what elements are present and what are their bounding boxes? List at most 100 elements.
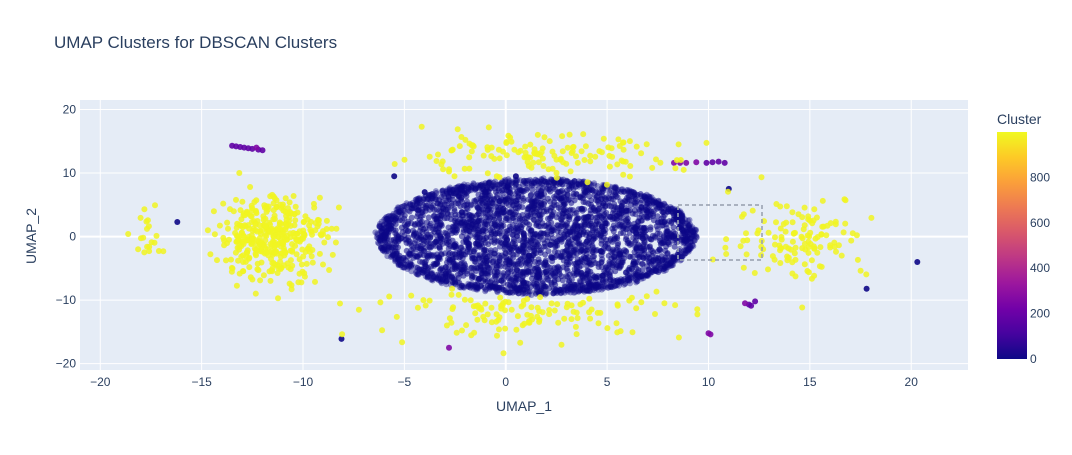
scatter-point — [497, 221, 504, 228]
scatter-point — [690, 233, 697, 239]
scatter-point — [532, 179, 539, 186]
scatter-point — [388, 244, 395, 251]
scatter-point — [863, 285, 870, 292]
scatter-point — [387, 241, 394, 247]
scatter-point — [500, 350, 507, 357]
scatter-point — [592, 281, 599, 288]
scatter-point — [669, 253, 675, 260]
scatter-point — [596, 280, 603, 287]
scatter-point — [426, 192, 433, 199]
scatter-point — [833, 248, 839, 255]
scatter-point — [320, 261, 326, 268]
scatter-point — [508, 180, 515, 187]
scatter-point — [687, 226, 694, 233]
scatter-point — [577, 286, 584, 293]
scatter-point — [447, 189, 454, 196]
scatter-point — [624, 277, 631, 284]
scatter-point — [565, 287, 572, 294]
scatter-point — [522, 290, 529, 297]
scatter-point — [558, 176, 565, 183]
scatter-point — [615, 282, 622, 289]
scatter-point — [655, 199, 662, 205]
scatter-point — [664, 264, 671, 271]
scatter-point — [410, 254, 417, 261]
scatter-point — [442, 275, 449, 281]
scatter-point — [478, 283, 484, 290]
scatter-point — [614, 161, 621, 168]
scatter-point — [505, 179, 512, 186]
scatter-point — [386, 244, 393, 251]
scatter-point — [337, 300, 343, 307]
scatter-point — [430, 261, 437, 267]
scatter-point — [403, 202, 410, 209]
scatter-point — [428, 271, 435, 278]
scatter-point — [484, 272, 491, 279]
scatter-point — [404, 220, 411, 227]
scatter-point — [546, 185, 553, 192]
scatter-point — [744, 237, 751, 244]
scatter-point — [645, 270, 652, 277]
colorbar-tick-label: 0 — [1030, 352, 1037, 366]
scatter-point — [408, 261, 415, 268]
scatter-point — [681, 234, 688, 241]
scatter-point — [554, 228, 561, 235]
scatter-point — [382, 215, 389, 222]
scatter-point — [664, 209, 671, 215]
scatter-point — [672, 257, 679, 264]
scatter-point — [438, 161, 445, 168]
scatter-point — [385, 244, 392, 251]
scatter-point — [674, 207, 681, 214]
scatter-point — [329, 251, 336, 258]
scatter-point — [589, 282, 596, 289]
scatter-point — [694, 306, 701, 313]
scatter-point — [557, 290, 564, 297]
scatter-point — [399, 217, 406, 224]
scatter-point — [777, 260, 784, 266]
scatter-point — [389, 250, 396, 257]
scatter-point — [405, 207, 412, 214]
scatter-point — [308, 253, 315, 260]
scatter-point — [429, 277, 436, 284]
scatter-point — [680, 166, 687, 173]
scatter-point — [326, 267, 333, 273]
scatter-point — [409, 199, 416, 206]
scatter-point — [484, 146, 491, 153]
scatter-point — [690, 227, 697, 234]
scatter-point — [494, 238, 501, 245]
scatter-point — [236, 222, 243, 228]
scatter-point — [452, 254, 459, 261]
scatter-point — [388, 253, 395, 260]
scatter-point — [458, 184, 465, 191]
scatter-point — [743, 251, 750, 258]
scatter-point — [250, 240, 257, 247]
scatter-point — [408, 268, 415, 275]
scatter-point — [685, 231, 692, 238]
scatter-point — [502, 228, 509, 235]
scatter-point — [588, 283, 594, 290]
scatter-point — [631, 207, 638, 214]
scatter-point — [387, 225, 393, 232]
scatter-point — [383, 231, 390, 238]
scatter-point — [386, 228, 393, 235]
scatter-point — [155, 248, 162, 254]
scatter-point — [140, 234, 147, 241]
scatter-point — [682, 216, 689, 223]
scatter-point — [383, 246, 390, 253]
scatter-point — [298, 261, 305, 268]
scatter-point — [565, 279, 572, 286]
scatter-point — [247, 213, 254, 219]
scatter-point — [627, 189, 634, 196]
scatter-point — [384, 230, 391, 236]
scatter-point — [586, 186, 592, 193]
scatter-point — [805, 249, 812, 256]
scatter-point — [592, 281, 599, 288]
scatter-point — [419, 218, 425, 225]
scatter-point — [652, 311, 658, 317]
scatter-point — [496, 277, 503, 284]
scatter-point — [635, 227, 641, 234]
scatter-point — [464, 182, 471, 188]
scatter-point — [323, 217, 330, 224]
scatter-point — [566, 183, 573, 190]
